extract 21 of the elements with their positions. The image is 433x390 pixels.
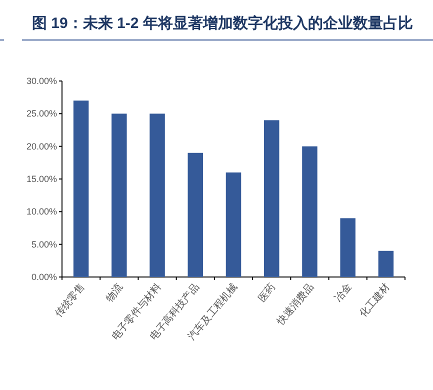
bar	[73, 100, 89, 277]
y-tick-label: 25.00%	[26, 108, 57, 119]
bar	[378, 250, 394, 277]
y-tick-label: 0.00%	[31, 272, 57, 282]
bar	[112, 114, 127, 277]
bar	[340, 218, 356, 277]
x-tick-label: 化工建材	[357, 281, 392, 320]
y-tick-label: 20.00%	[26, 141, 57, 152]
x-tick-label: 冶金	[332, 281, 354, 304]
y-tick-label: 15.00%	[26, 174, 57, 184]
x-tick-label: 传统零售	[52, 281, 88, 320]
bar	[150, 114, 165, 277]
y-tick-label: 10.00%	[26, 206, 57, 217]
y-tick-label: 5.00%	[31, 239, 57, 250]
bar	[264, 120, 280, 277]
bar	[188, 152, 204, 277]
chart-title: 图 19：未来 1-2 年将显著增加数字化投入的企业数量占比	[32, 14, 413, 32]
x-tick-label: 物流	[103, 281, 126, 304]
bar	[302, 146, 318, 277]
bar	[226, 172, 242, 277]
y-tick-label: 30.00%	[26, 76, 57, 86]
